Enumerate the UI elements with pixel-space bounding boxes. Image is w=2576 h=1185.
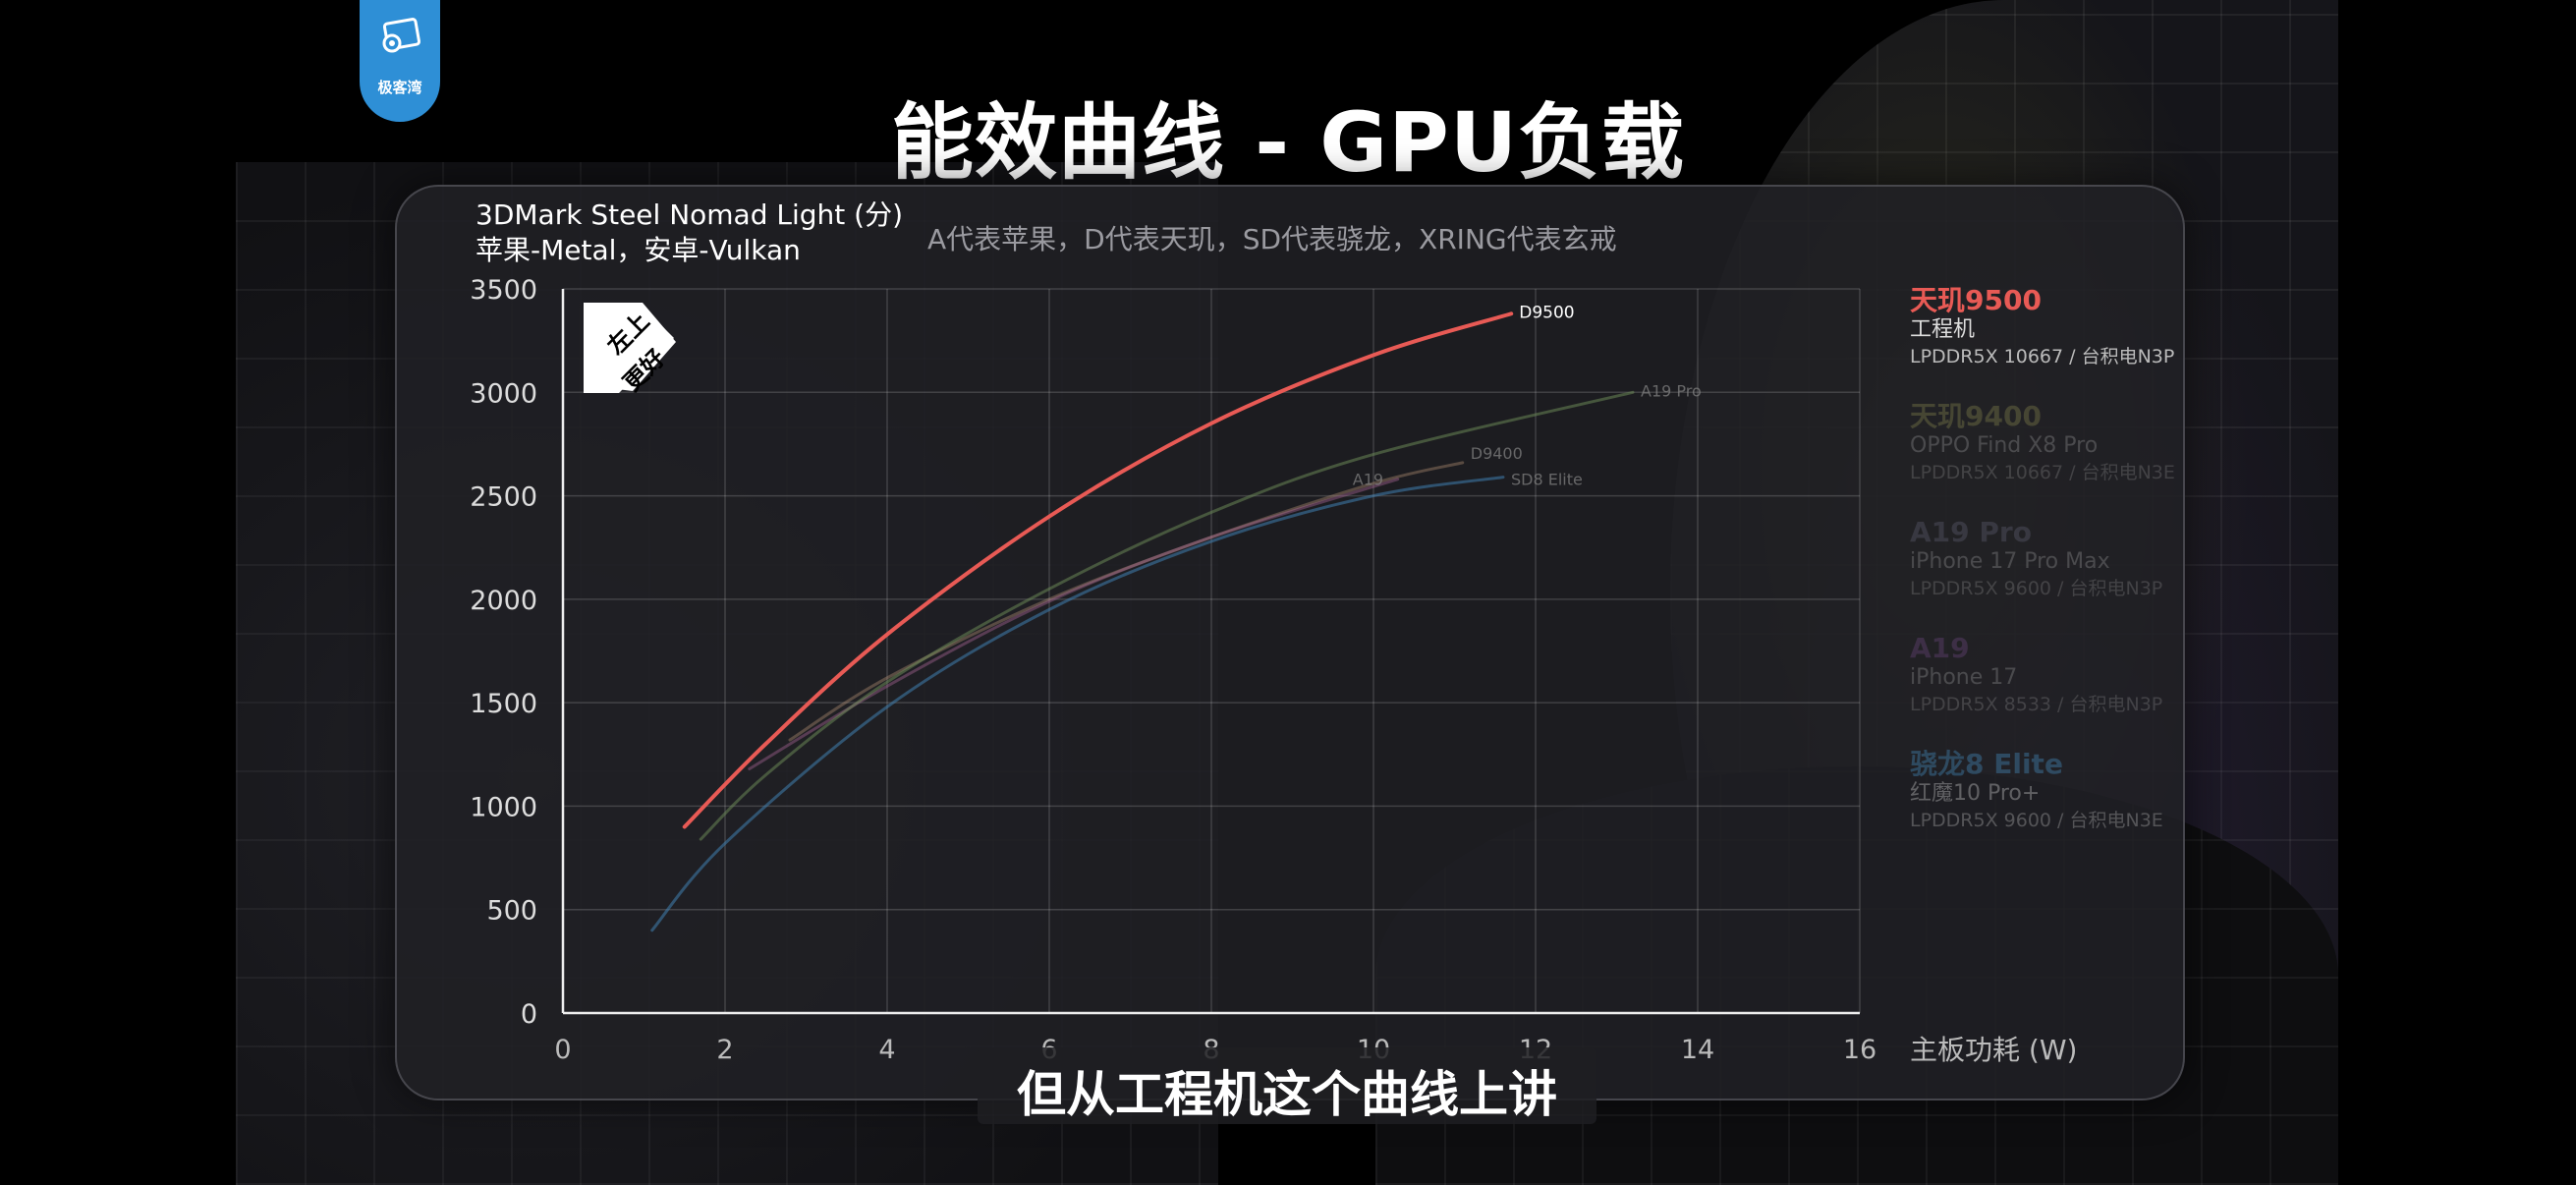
series-end-label: D9400: [1471, 444, 1523, 463]
legend-memory-process: LPDDR5X 9600 / 台积电N3P: [1910, 578, 2163, 599]
series-line-d9500: [682, 311, 1514, 829]
y-tick-label: 3000: [470, 378, 537, 409]
abbreviation-note: A代表苹果，D代表天玑，SD代表骁龙，XRING代表玄戒: [927, 223, 1617, 255]
y-tick-label: 1000: [470, 792, 537, 822]
x-tick-label: 2: [716, 1035, 733, 1065]
chart-panel: [395, 185, 2185, 1100]
axes: [561, 289, 1860, 1015]
series-end-label: A19: [1353, 471, 1383, 489]
channel-logo: 极客湾: [360, 0, 440, 122]
legend-item: A19 Pro iPhone 17 Pro Max LPDDR5X 9600 / 台…: [1910, 517, 2185, 601]
legend-chip-name: A19 Pro: [1910, 516, 2032, 548]
legend-item: 天玑9500 工程机 LPDDR5X 10667 / 台积电N3P: [1910, 285, 2185, 369]
legend-memory-process: LPDDR5X 10667 / 台积电N3P: [1910, 346, 2175, 367]
logo-text: 极客湾: [377, 79, 422, 96]
letterbox-right: [2340, 0, 2576, 1185]
legend-chip-name: 骁龙8 Elite: [1910, 748, 2063, 780]
grid: [563, 288, 1861, 1013]
legend-device: iPhone 17 Pro Max: [1910, 549, 2110, 574]
legend-device: 红魔10 Pro+: [1910, 781, 2041, 806]
x-tick-label: 16: [1843, 1035, 1876, 1065]
y-tick-label: 0: [521, 999, 537, 1030]
legend-chip-name: 天玑9400: [1910, 400, 2042, 432]
legend-memory-process: LPDDR5X 9600 / 台积电N3E: [1910, 810, 2163, 831]
chart-title: 3DMark Steel Nomad Light (分): [476, 198, 904, 231]
legend-device: 工程机: [1910, 317, 1976, 342]
gear-logo-icon: [382, 18, 421, 53]
legend-item: 天玑9400 OPPO Find X8 Pro LPDDR5X 10667 / 台积…: [1910, 401, 2185, 485]
series-labels: D9400 A19 A19 Pro SD8 Elite D9500: [1353, 303, 1702, 488]
series-end-label: A19 Pro: [1641, 381, 1702, 400]
x-axis-label: 主板功耗 (W): [1910, 1034, 2077, 1066]
caption-background: [978, 1047, 1596, 1124]
y-tick-label: 2000: [470, 586, 537, 616]
series: [650, 311, 1635, 932]
legend-item: A19 iPhone 17 LPDDR5X 8533 / 台积电N3P: [1910, 633, 2185, 717]
x-tick-label: 14: [1681, 1035, 1714, 1065]
legend-device: iPhone 17: [1910, 665, 2018, 690]
x-tick-label: 0: [554, 1035, 571, 1065]
y-tick-label: 500: [486, 896, 537, 927]
chart-api-note: 苹果-Metal，安卓-Vulkan: [476, 234, 801, 266]
legend-memory-process: LPDDR5X 8533 / 台积电N3P: [1910, 694, 2163, 715]
legend-chip-name: 天玑9500: [1910, 284, 2042, 316]
page-title: 能效曲线 - GPU负载: [890, 94, 1686, 191]
legend-item: 骁龙8 Elite 红魔10 Pro+ LPDDR5X 9600 / 台积电N3E: [1910, 749, 2185, 833]
y-tick-label: 2500: [470, 482, 537, 513]
series-end-label: D9500: [1519, 303, 1574, 322]
better-direction-badge: 左上 更好: [584, 303, 676, 397]
x-tick-label: 4: [878, 1035, 895, 1065]
series-line-a19: [748, 478, 1400, 771]
series-line-d9400: [788, 461, 1465, 742]
legend-memory-process: LPDDR5X 10667 / 台积电N3E: [1910, 462, 2175, 483]
series-end-label: SD8 Elite: [1511, 471, 1583, 489]
y-tick-label: 3500: [470, 275, 537, 306]
series-line-sd8-elite: [650, 476, 1505, 932]
legend-device: OPPO Find X8 Pro: [1910, 433, 2099, 458]
series-line-a19-pro: [699, 390, 1635, 841]
video-caption: 但从工程机这个曲线上讲: [1017, 1066, 1557, 1123]
legend-chip-name: A19: [1910, 632, 1970, 664]
y-tick-label: 1500: [470, 689, 537, 719]
tick-labels: 0246810121416050010001500200025003000350…: [470, 275, 1876, 1065]
